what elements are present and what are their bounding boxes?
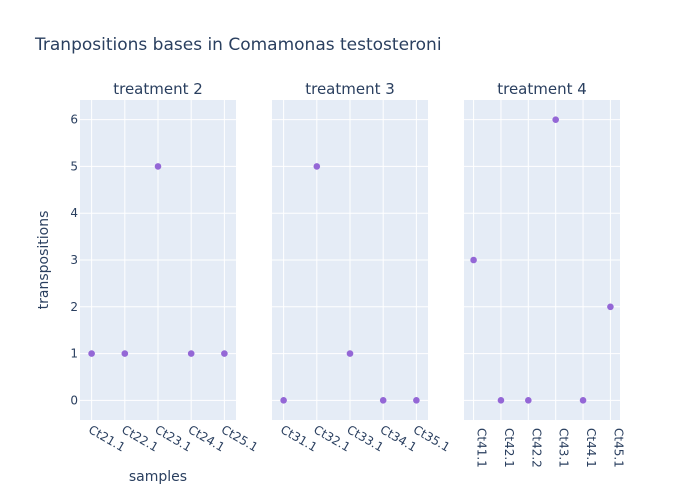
data-point (379, 397, 387, 404)
y-tick-label: 2 (70, 300, 78, 314)
x-tick-label: Ct33.1 (345, 422, 386, 454)
x-tick-label: Ct23.1 (153, 422, 194, 454)
data-point (470, 256, 477, 264)
panel-3: treatment 4 Ct41.1 Ct42.1 Ct42.2 Ct43.1 Ct44.… (464, 80, 625, 468)
x-tick-label: Ct22.1 (119, 422, 160, 454)
x-tick-label: Ct31.1 (278, 422, 319, 454)
data-point (552, 116, 559, 123)
x-tick-label: Ct21.1 (86, 422, 127, 454)
x-tick-label: Ct45.1 (611, 428, 625, 468)
x-tick-label: Ct32.1 (311, 422, 352, 454)
x-tick-label: Ct24.1 (186, 422, 227, 454)
x-tick-label: Ct42.2 (529, 428, 543, 468)
x-tick-label: Ct42.1 (502, 428, 516, 468)
panel-title: treatment 4 (497, 80, 587, 98)
y-tick-label: 1 (70, 347, 78, 361)
data-point (280, 397, 287, 404)
x-tick-label: Ct35.1 (411, 422, 452, 454)
panels-layer: treatment 2 Ct21.1Ct22.1Ct23.1Ct24.1Ct25.… (70, 80, 625, 468)
x-axis-label: samples (129, 469, 187, 485)
x-tick-label: Ct43.1 (557, 428, 571, 468)
y-tick-label: 3 (70, 253, 78, 267)
chart-title: Tranpositions bases in Comamonas testost… (34, 35, 442, 55)
y-tick-label: 5 (70, 159, 78, 173)
x-tick-label: Ct41.1 (475, 428, 489, 468)
x-tick-label: Ct25.1 (219, 422, 260, 454)
y-tick-label: 6 (70, 113, 78, 127)
data-point (497, 397, 505, 404)
x-tick-label: Ct44.1 (584, 428, 598, 468)
data-point (187, 350, 195, 357)
x-tick-label: Ct34.1 (378, 422, 419, 454)
panel-title: treatment 2 (113, 80, 203, 98)
panel-1: treatment 2 Ct21.1Ct22.1Ct23.1Ct24.1Ct25.… (70, 80, 260, 455)
data-point (525, 397, 532, 404)
data-point (413, 397, 420, 404)
panel-2: treatment 3 Ct31.1Ct32.1Ct33.1Ct34.1Ct35.… (272, 80, 452, 455)
y-axis-label: transpositions (36, 211, 52, 310)
data-point (313, 163, 321, 170)
panel-title: treatment 3 (305, 80, 395, 98)
data-point (579, 397, 587, 404)
data-point (121, 350, 129, 357)
data-point (88, 350, 95, 357)
y-tick-label: 4 (70, 206, 78, 220)
data-point (607, 303, 614, 311)
data-point (221, 350, 228, 357)
data-point (154, 163, 162, 170)
y-tick-label: 0 (70, 393, 78, 407)
data-point (346, 350, 354, 357)
